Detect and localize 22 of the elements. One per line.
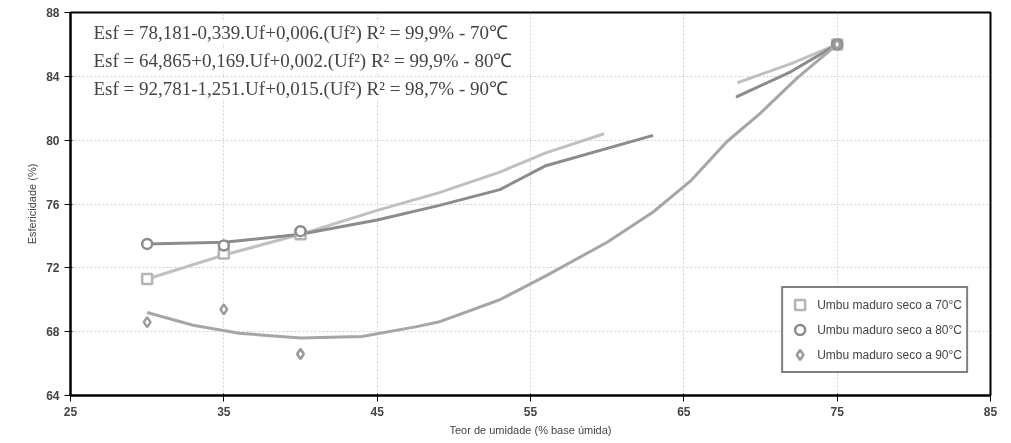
legend-label: Umbu maduro seco a 70°C [817,296,962,314]
x-tick-label: 85 [983,404,998,419]
y-tick-label: 76 [46,197,60,212]
y-axis-title: Esfericidade (%) [26,163,39,245]
annotation: Esf = 64,865+0,169.Uf+0,002.(Uf²) R² = 99,9% - 80℃ [93,50,513,72]
annotation: Esf = 78,181-0,339.Uf+0,006.(Uf²) R² = 99,9% - 70℃ [93,22,509,45]
y-tick-label: 72 [46,261,60,276]
y-tick-label: 80 [46,133,60,148]
x-tick-label: 75 [830,404,845,419]
y-tick-label: 68 [46,325,60,340]
x-tick-label: 65 [677,404,691,419]
y-tick-label: 84 [46,69,60,84]
y-tick-label: 64 [46,389,60,403]
x-tick-label: 45 [370,404,385,419]
annotation: Esf = 92,781-1,251.Uf+0,015.(Uf²) R² = 98,7% - 90℃ [93,77,509,100]
x-tick-label: 25 [63,404,78,419]
y-tick-label: 88 [46,6,60,20]
x-tick-label: 35 [217,404,231,419]
legend-label: Umbu maduro seco a 90°C [817,346,962,364]
x-axis-title: Teor de umidade (% base úmida) [449,423,612,436]
legend-label: Umbu maduro seco a 80°C [817,321,962,339]
x-tick-label: 55 [523,404,538,419]
